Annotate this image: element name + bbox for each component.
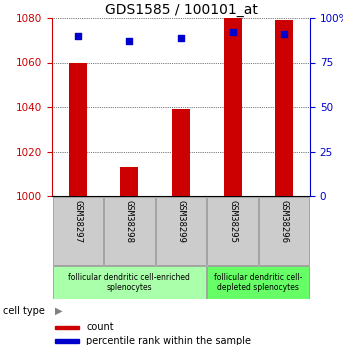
Text: percentile rank within the sample: percentile rank within the sample — [86, 336, 251, 345]
Point — [282, 31, 287, 37]
Point — [127, 38, 132, 44]
Text: ▶: ▶ — [56, 306, 63, 316]
Text: cell type: cell type — [3, 306, 45, 316]
Bar — [56, 326, 80, 329]
Text: GSM38295: GSM38295 — [228, 199, 237, 243]
Bar — [69, 62, 87, 196]
Point — [230, 29, 235, 35]
Title: GDS1585 / 100101_at: GDS1585 / 100101_at — [105, 3, 258, 17]
Text: follicular dendritic cell-enriched
splenocytes: follicular dendritic cell-enriched splen… — [69, 273, 190, 292]
FancyBboxPatch shape — [207, 266, 309, 299]
Point — [178, 35, 184, 40]
FancyBboxPatch shape — [156, 197, 206, 265]
Text: GSM38296: GSM38296 — [280, 199, 289, 243]
FancyBboxPatch shape — [104, 197, 155, 265]
Text: GSM38297: GSM38297 — [73, 199, 82, 243]
Bar — [172, 109, 190, 196]
Text: follicular dendritic cell-
depleted splenocytes: follicular dendritic cell- depleted sple… — [214, 273, 303, 292]
Text: count: count — [86, 322, 114, 332]
Text: GSM38299: GSM38299 — [177, 199, 186, 243]
FancyBboxPatch shape — [207, 197, 258, 265]
Text: GSM38298: GSM38298 — [125, 199, 134, 243]
Bar — [120, 167, 139, 196]
Bar — [56, 339, 80, 343]
Point — [75, 33, 81, 39]
FancyBboxPatch shape — [52, 266, 206, 299]
FancyBboxPatch shape — [52, 197, 103, 265]
Bar — [275, 20, 293, 196]
Bar — [224, 18, 241, 196]
FancyBboxPatch shape — [259, 197, 309, 265]
